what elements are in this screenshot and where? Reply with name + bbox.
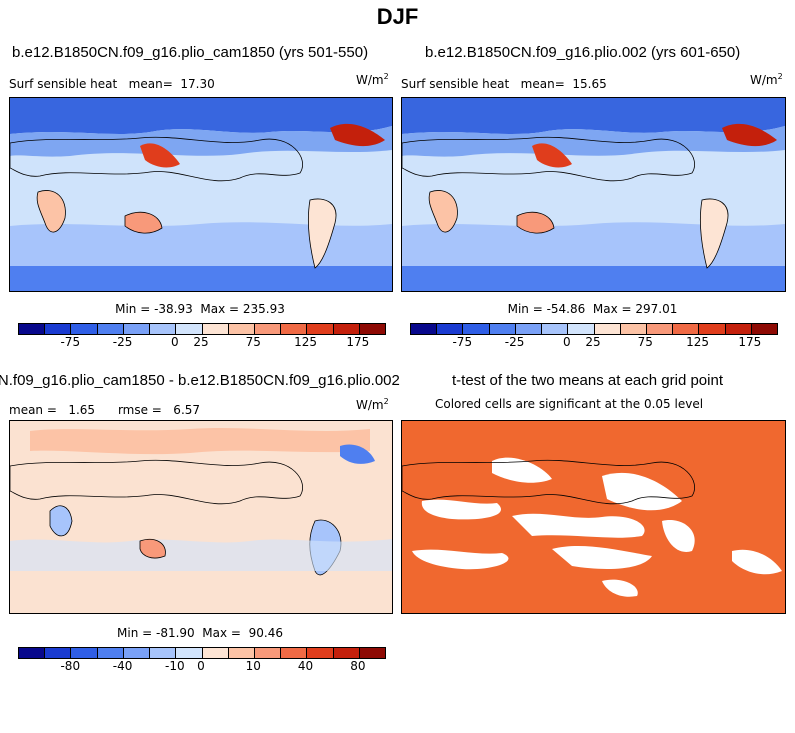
colorbar-tick-label: -75	[60, 335, 81, 349]
colorbar-cell	[594, 324, 621, 334]
colorbar-cell	[71, 324, 98, 334]
colorbar-cell	[123, 648, 151, 658]
colorbar-tick-label: -40	[112, 659, 133, 673]
colorbar-tick-label: -10	[165, 659, 185, 673]
colorbar-tick-label: 0	[171, 335, 179, 349]
colorbar-cell	[515, 324, 543, 334]
colorbar-tick-label: 125	[686, 335, 710, 349]
colorbar-cell	[202, 324, 229, 334]
panel-3-title: b.e12.B1850CN.f09_g16.plio_cam1850 - b.e…	[0, 372, 400, 389]
colorbar-cell	[359, 324, 386, 334]
colorbar-cell	[359, 648, 386, 658]
colorbar-cell	[19, 648, 46, 658]
panel-2-map	[401, 97, 786, 292]
panel-3-mean-rmse-label: mean = 1.65 rmse = 6.57	[9, 403, 201, 417]
colorbar-cell	[71, 648, 98, 658]
colorbar-tick-label: 125	[294, 335, 318, 349]
colorbar-tick-label: 75	[245, 335, 261, 349]
panel-1-colorbar-ticks: -75 -25 0 25 75 125 175	[18, 335, 384, 351]
colorbar-cell	[699, 324, 726, 334]
colorbar-tick-label: 75	[637, 335, 653, 349]
colorbar-tick-label: 10	[245, 659, 261, 673]
panel-2-mean-label: Surf sensible heat mean= 15.65	[401, 77, 607, 91]
panel-2-title: b.e12.B1850CN.f09_g16.plio.002 (yrs 601-…	[425, 44, 741, 61]
colorbar-cell	[333, 324, 360, 334]
colorbar-cell	[281, 648, 308, 658]
colorbar-cell	[568, 324, 595, 334]
colorbar-tick-label: 80	[350, 659, 366, 673]
colorbar-cell	[176, 648, 203, 658]
colorbar-cell	[123, 324, 151, 334]
colorbar-cell	[45, 324, 72, 334]
colorbar-cell	[202, 648, 229, 658]
panel-3-minmax: Min = -81.90 Max = 90.46	[117, 626, 283, 640]
colorbar-cell	[254, 648, 282, 658]
colorbar-cell	[150, 648, 177, 658]
panel-3-colorbar-ticks: -80 -40 -10 0 10 40 80	[18, 659, 384, 675]
colorbar-tick-label: 25	[585, 335, 601, 349]
colorbar-cell	[646, 324, 674, 334]
colorbar-cell	[411, 324, 438, 334]
panel-3-units: W/m2	[356, 397, 389, 412]
colorbar-cell	[281, 324, 308, 334]
panel-4-title: t-test of the two means at each grid poi…	[452, 372, 723, 389]
colorbar-cell	[97, 324, 124, 334]
colorbar-cell	[463, 324, 490, 334]
panel-2-minmax: Min = -54.86 Max = 297.01	[507, 302, 678, 316]
panel-1-map	[9, 97, 393, 292]
colorbar-cell	[254, 324, 282, 334]
colorbar-tick-label: -80	[60, 659, 81, 673]
panel-1-units: W/m2	[356, 72, 389, 87]
figure-title: DJF	[376, 4, 419, 29]
colorbar-cell	[333, 648, 360, 658]
colorbar-tick-label: -75	[452, 335, 473, 349]
panel-2-colorbar	[410, 323, 778, 335]
colorbar-cell	[19, 324, 46, 334]
panel-4-map	[401, 420, 786, 614]
colorbar-cell	[725, 324, 752, 334]
colorbar-tick-label: -25	[504, 335, 525, 349]
colorbar-cell	[45, 648, 72, 658]
colorbar-cell	[307, 648, 334, 658]
panel-1-title: b.e12.B1850CN.f09_g16.plio_cam1850 (yrs …	[12, 44, 369, 61]
panel-1-mean-label: Surf sensible heat mean= 17.30	[9, 77, 215, 91]
panel-3-colorbar	[18, 647, 386, 659]
colorbar-tick-label: -25	[112, 335, 133, 349]
colorbar-tick-label: 175	[738, 335, 762, 349]
panel-3-map	[9, 420, 393, 614]
colorbar-cell	[228, 324, 255, 334]
panel-2-colorbar-ticks: -75 -25 0 25 75 125 175	[410, 335, 776, 351]
colorbar-cell	[673, 324, 700, 334]
colorbar-cell	[307, 324, 334, 334]
panel-4-subtitle: Colored cells are significant at the 0.0…	[435, 397, 704, 411]
colorbar-tick-label: 0	[563, 335, 571, 349]
colorbar-cell	[228, 648, 255, 658]
colorbar-tick-label: 40	[297, 659, 314, 673]
colorbar-tick-label: 25	[193, 335, 209, 349]
colorbar-cell	[620, 324, 647, 334]
colorbar-cell	[97, 648, 124, 658]
colorbar-cell	[437, 324, 464, 334]
panel-1-minmax: Min = -38.93 Max = 235.93	[115, 302, 285, 316]
panel-1-colorbar	[18, 323, 386, 335]
colorbar-tick-label: 175	[346, 335, 370, 349]
colorbar-cell	[542, 324, 569, 334]
colorbar-tick-label: 0	[197, 659, 205, 673]
colorbar-cell	[751, 324, 778, 334]
colorbar-cell	[150, 324, 177, 334]
colorbar-cell	[489, 324, 516, 334]
colorbar-cell	[176, 324, 203, 334]
panel-2-units: W/m2	[750, 72, 783, 87]
